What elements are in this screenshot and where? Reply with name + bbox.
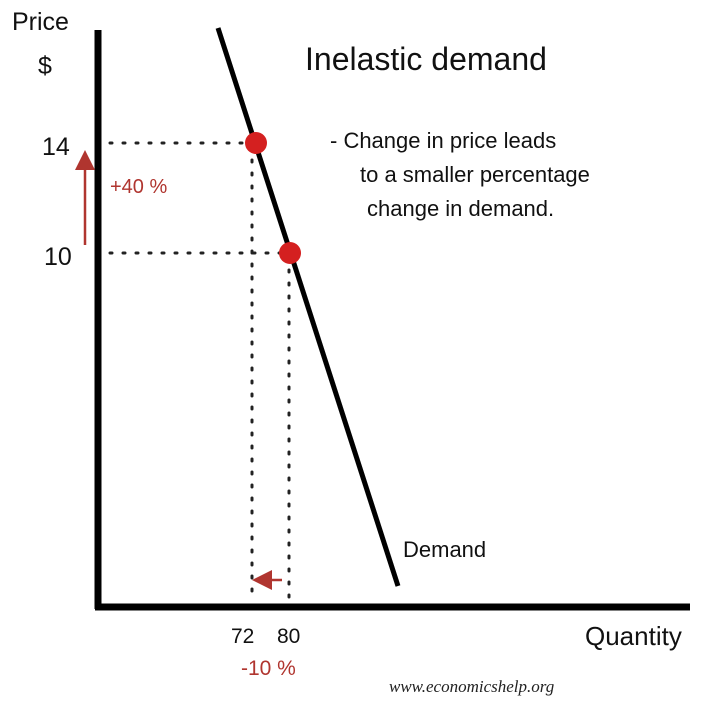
y-axis-unit: $ xyxy=(38,52,52,80)
demand-curve xyxy=(215,27,401,587)
point-price-10 xyxy=(279,242,301,264)
point-price-14 xyxy=(245,132,267,154)
description-line-3: change in demand. xyxy=(367,196,554,221)
quantity-change-label: -10 % xyxy=(241,657,296,680)
x-tick-80: 80 xyxy=(277,625,300,648)
diagram-title: Inelastic demand xyxy=(305,41,547,77)
y-tick-10: 10 xyxy=(44,243,72,271)
x-tick-72: 72 xyxy=(231,625,254,648)
description-line-1: - Change in price leads xyxy=(330,128,556,153)
y-tick-14: 14 xyxy=(42,133,70,161)
description-line-2: to a smaller percentage xyxy=(360,162,590,187)
y-axis-label: Price xyxy=(12,8,69,36)
website-credit: www.economicshelp.org xyxy=(389,677,554,696)
x-axis-label: Quantity xyxy=(585,621,682,651)
price-change-label: +40 % xyxy=(110,176,167,198)
demand-curve-label: Demand xyxy=(403,537,486,562)
